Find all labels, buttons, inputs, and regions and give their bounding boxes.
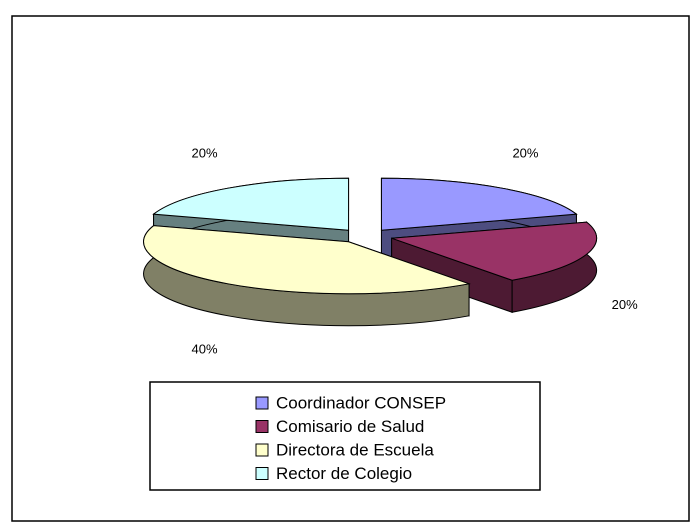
slice (380, 177, 578, 231)
legend-swatch (255, 420, 269, 433)
legend-label: Coordinador CONSEP (276, 393, 446, 412)
legend-label: Rector de Colegio (276, 464, 412, 483)
legend-box (149, 381, 541, 491)
slice (391, 221, 598, 281)
legend-swatch (255, 467, 269, 480)
data-label: 20% (612, 297, 638, 312)
legend-swatch (255, 396, 269, 410)
slice (152, 177, 350, 231)
data-label: 40% (192, 342, 218, 357)
slice (143, 225, 471, 295)
data-label: 20% (192, 145, 218, 160)
data-label: 20% (512, 145, 538, 160)
legend-label: Comisario de Salud (276, 417, 424, 436)
legend-swatch (255, 443, 269, 457)
legend-label: Directora de Escuela (276, 440, 434, 459)
